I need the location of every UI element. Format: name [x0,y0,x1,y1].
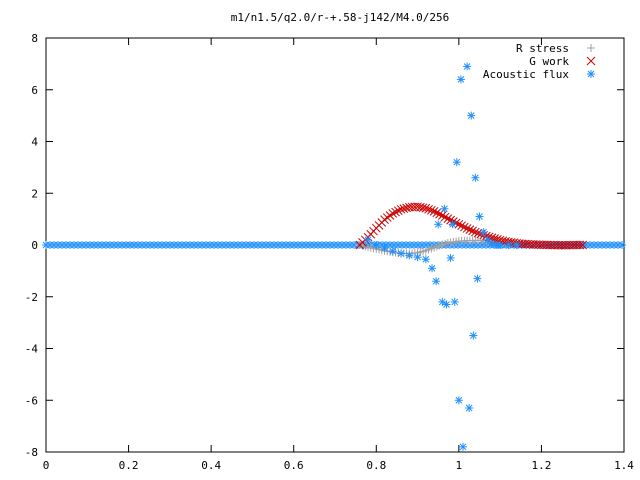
data-point [465,225,475,235]
data-point [428,264,437,273]
data-point [424,204,433,214]
data-point [388,247,397,256]
data-point [415,202,425,212]
data-point [496,241,505,249]
data-point [413,202,422,212]
data-point [473,228,483,238]
data-point [457,221,466,231]
legend-marker [587,44,595,52]
data-point [446,215,455,225]
data-point [364,235,373,244]
data-point [418,203,428,213]
data-point [372,241,381,249]
legend-marker [586,56,596,66]
data-point [437,211,447,220]
x-tick-label: 0.6 [284,459,304,472]
data-point [396,204,406,214]
data-point [475,212,484,221]
series-2 [364,62,521,451]
y-tick-label: 6 [31,84,38,97]
y-tick-label: -6 [25,394,38,407]
data-point [471,227,480,237]
legend-marker [587,70,595,78]
x-tick-label: 1.4 [614,459,634,472]
x-tick-label: 0.2 [119,459,139,472]
legend-label: R stress [516,42,569,55]
legend-label: G work [529,55,569,68]
data-point [458,442,467,451]
data-point [421,255,430,264]
data-point [578,240,588,250]
data-point [440,204,449,213]
y-tick-label: 2 [31,187,38,200]
x-tick-label: 1.2 [531,459,551,472]
data-point [440,212,450,222]
chart-title: m1/n1.5/q2.0/r-+.58-j142/M4.0/256 [231,11,450,24]
data-point [456,75,465,84]
data-point [413,253,422,262]
data-point [465,404,474,413]
data-point [504,241,513,249]
y-tick-label: 8 [31,32,38,45]
plot-axes: 0 0.2 0.4 0.6 0.8 1 1.2 1.4 8 6 4 2 0 -2 -4 -6 -8 [25,32,635,472]
data-point [462,224,472,233]
data-point [468,226,477,236]
data-point [432,277,441,286]
data-point [463,62,472,71]
data-point [380,244,389,253]
data-point [460,222,469,232]
data-point [450,297,459,306]
data-point [397,249,406,258]
legend-label: Acoustic flux [483,68,569,81]
data-point [448,220,457,229]
data-point [479,228,488,237]
data-point [405,251,414,260]
data-point [434,220,443,229]
data-point [473,274,482,283]
data-point [454,219,464,229]
data-point [443,214,453,223]
data-point [471,173,480,182]
data-point [442,300,451,309]
data-point [438,297,447,306]
x-tick-label: 1 [456,459,463,472]
data-point [388,209,398,218]
x-tick-label: 0.4 [201,459,221,472]
data-point [469,331,478,340]
plot-marks [42,62,626,451]
data-point [421,203,431,213]
y-tick-label: 4 [31,136,38,149]
data-point [393,206,403,216]
data-point [426,205,436,215]
y-tick-label: -2 [25,291,38,304]
y-tick-label: 0 [31,239,38,252]
data-point [391,207,400,217]
data-point [429,207,439,216]
y-tick-label: -8 [25,446,38,459]
data-point [446,253,455,262]
data-point [432,208,442,218]
data-point [399,204,409,213]
y-tick-label: -4 [25,343,39,356]
data-point [454,396,463,405]
data-point [452,158,461,167]
x-tick-label: 0.8 [366,459,386,472]
data-point [467,111,476,120]
data-point [575,240,585,250]
x-tick-label: 0 [43,459,50,472]
baseline-point [618,241,626,249]
data-point [512,241,521,249]
